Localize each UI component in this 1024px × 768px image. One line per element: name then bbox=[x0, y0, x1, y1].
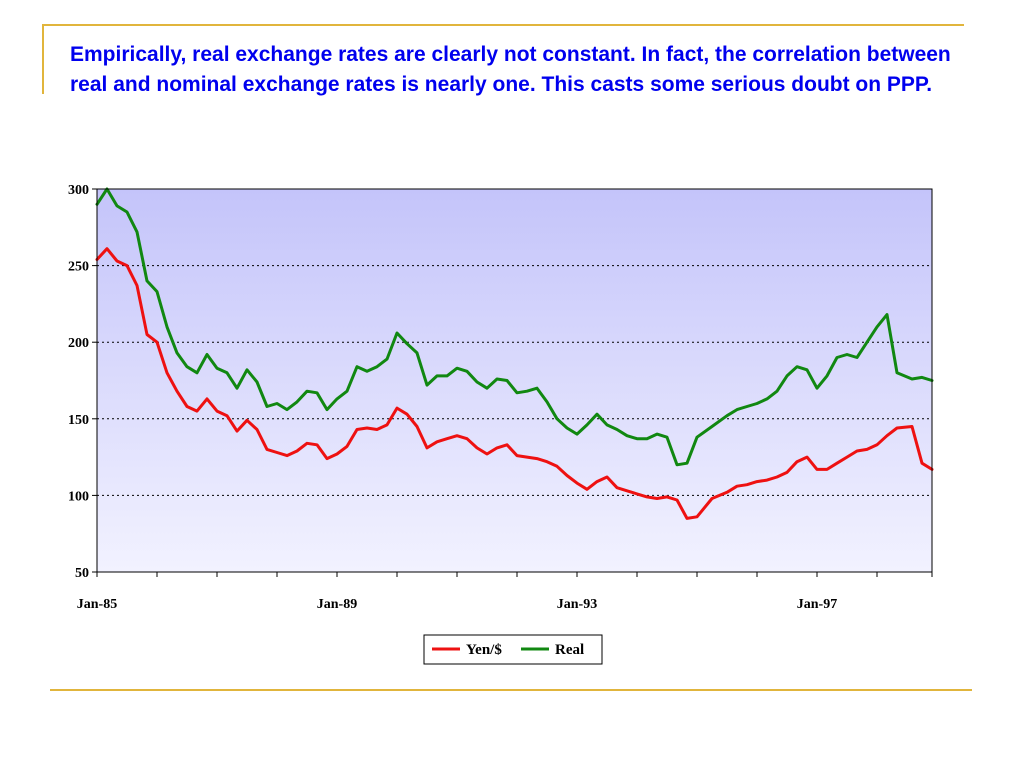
y-tick-label: 200 bbox=[68, 336, 89, 351]
x-tick-label: Jan-93 bbox=[557, 597, 597, 612]
real-series-line bbox=[95, 187, 934, 467]
legend-item-real-label: Real bbox=[555, 642, 584, 658]
yen-series-line bbox=[95, 247, 934, 520]
top-rule bbox=[42, 24, 964, 26]
x-tick-label: Jan-85 bbox=[77, 597, 117, 612]
y-tick-label: 300 bbox=[68, 183, 89, 198]
plot-area bbox=[97, 189, 932, 572]
bottom-rule bbox=[50, 689, 972, 691]
plot-frame bbox=[96, 188, 933, 573]
left-rule bbox=[42, 24, 44, 94]
slide-title: Empirically, real exchange rates are cle… bbox=[70, 43, 951, 96]
y-tick-label: 50 bbox=[75, 566, 89, 581]
y-tick-label: 250 bbox=[68, 260, 89, 275]
legend-item-yen-label: Yen/$ bbox=[466, 642, 502, 658]
y-tick-label: 150 bbox=[68, 413, 89, 428]
x-tick-label: Jan-97 bbox=[797, 597, 837, 612]
x-tick-label: Jan-89 bbox=[317, 597, 357, 612]
legend: Yen/$ Real bbox=[423, 634, 603, 665]
y-tick-label: 100 bbox=[68, 489, 89, 504]
